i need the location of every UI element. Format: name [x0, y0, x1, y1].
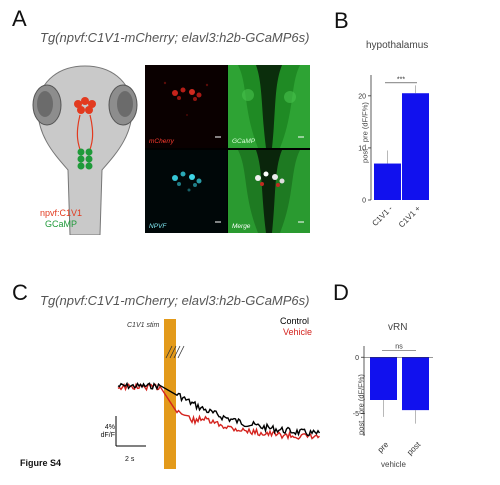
axis-break-marks: [165, 345, 185, 359]
panel-d-chart: 0 -5 ns: [353, 344, 433, 436]
panel-b-title: hypothalamus: [366, 40, 429, 51]
micrograph-merge: [228, 150, 310, 233]
larva-schematic: [32, 65, 138, 235]
trace-control: [117, 381, 321, 437]
micrograph-npvf: [145, 150, 227, 233]
panel-b-letter: B: [334, 8, 349, 33]
panel-b-chart: 0 10 20 ***: [358, 75, 429, 205]
label-mcherry: mCherry: [149, 138, 174, 145]
legend-npvf: npvf:C1V1: [40, 208, 83, 218]
d-bar: [370, 357, 397, 400]
label-npvf: NPVF: [149, 223, 167, 230]
panel-d-letter: D: [333, 280, 349, 305]
trace-vehicle: [117, 382, 320, 441]
micrograph-grid: mCherry GCaMP NPVF Merge: [145, 65, 310, 233]
label-merge: Merge: [232, 223, 251, 230]
panel-c-chart: [115, 319, 321, 469]
panel-a-letter: A: [12, 6, 27, 31]
b-ytick-label: 20: [358, 93, 366, 100]
b-ytick-label: 0: [362, 198, 366, 205]
micrograph-gcamp: [228, 65, 310, 148]
label-gcamp: GCaMP: [232, 138, 256, 145]
legend-control: Control: [280, 316, 310, 326]
legend-vehicle: Vehicle: [283, 327, 313, 337]
b-bar: [374, 163, 401, 200]
panel-a-genotype: Tg(npvf:C1V1-mCherry; elavl3:h2b-GCaMP6s…: [40, 30, 310, 45]
b-xtick-label: C1V1 -: [369, 204, 394, 228]
d-significance: ns: [395, 344, 403, 351]
scale-y-label: 4% dF/F: [99, 424, 115, 440]
legend-gcamp: GCaMP: [45, 219, 78, 229]
panel-c-genotype: Tg(npvf:C1V1-mCherry; elavl3:h2b-GCaMP6s…: [40, 293, 310, 308]
scale-y-value: 4%: [104, 424, 115, 431]
b-significance: ***: [397, 76, 405, 83]
b-bar: [402, 93, 429, 200]
scale-y-unit: dF/F: [100, 432, 115, 439]
d-bar: [402, 357, 429, 411]
b-xtick-label: C1V1 +: [396, 204, 422, 230]
figure-label: Figure S4: [20, 458, 62, 468]
d-ytick-label: 0: [355, 355, 359, 362]
b-ytick-label: 10: [358, 145, 366, 152]
panel-d-xlabel: vehicle: [381, 460, 406, 469]
stim-label: C1V1 stim: [127, 322, 160, 329]
micrograph-mcherry: [145, 65, 227, 148]
d-ytick-label: -5: [353, 411, 359, 418]
panel-c-letter: C: [12, 280, 28, 305]
panel-d-title: vRN: [388, 322, 408, 333]
scale-x-label: 2 s: [125, 456, 135, 463]
